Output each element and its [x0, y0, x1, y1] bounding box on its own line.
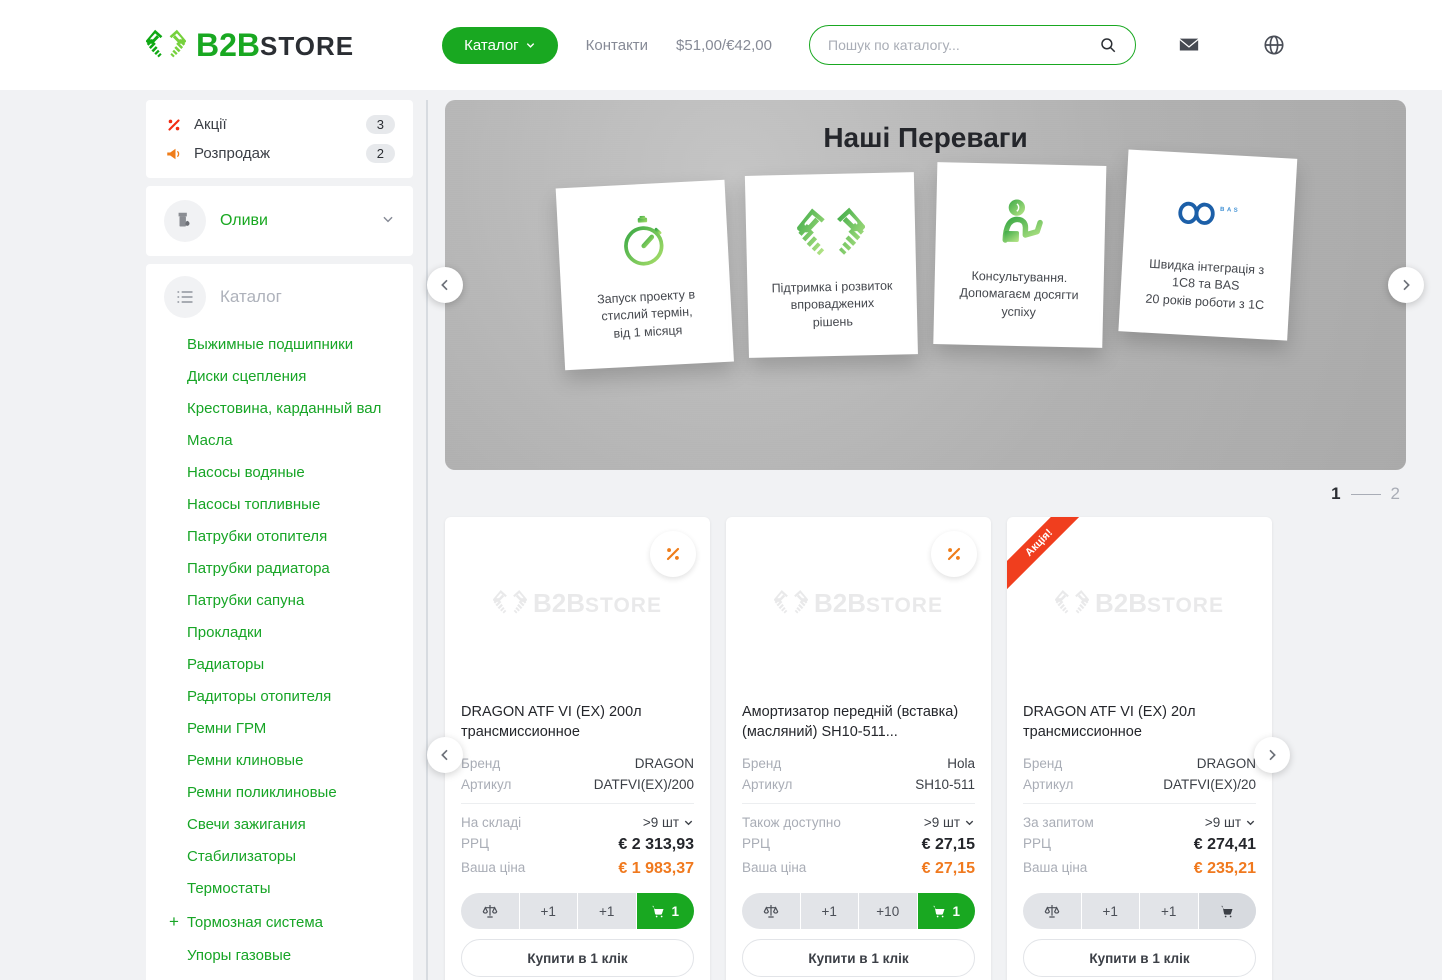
svg-text:B A S: B A S: [1219, 207, 1238, 214]
